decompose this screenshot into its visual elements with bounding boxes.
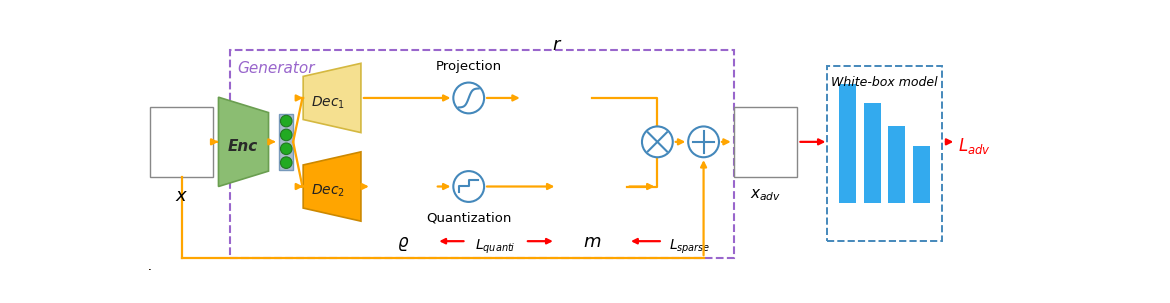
Circle shape (281, 129, 292, 141)
Text: Enc: Enc (228, 139, 259, 154)
FancyBboxPatch shape (913, 146, 930, 203)
Text: $Dec_1$: $Dec_1$ (311, 94, 345, 111)
Text: $r$: $r$ (552, 36, 563, 54)
Circle shape (688, 126, 720, 157)
Text: $L_{sparse}$: $L_{sparse}$ (669, 238, 710, 257)
Polygon shape (219, 97, 269, 187)
FancyBboxPatch shape (280, 114, 294, 170)
FancyBboxPatch shape (863, 103, 881, 203)
Text: $x_{adv}$: $x_{adv}$ (750, 187, 780, 203)
Polygon shape (303, 152, 360, 221)
Polygon shape (303, 63, 360, 133)
Text: Quantization: Quantization (426, 211, 511, 224)
Text: $Dec_2$: $Dec_2$ (311, 183, 345, 199)
Circle shape (453, 82, 484, 113)
Text: $x$: $x$ (174, 187, 188, 205)
FancyBboxPatch shape (888, 126, 906, 203)
Circle shape (453, 171, 484, 202)
Circle shape (281, 143, 292, 155)
Circle shape (281, 157, 292, 168)
Text: White-box model: White-box model (831, 76, 938, 89)
FancyBboxPatch shape (839, 84, 856, 203)
Text: $L_{adv}$: $L_{adv}$ (958, 136, 991, 156)
Text: $m$: $m$ (583, 234, 601, 251)
Circle shape (642, 126, 673, 157)
Text: Projection: Projection (435, 60, 502, 73)
Circle shape (281, 115, 292, 127)
Text: Generator: Generator (238, 61, 315, 76)
Text: $\varrho$: $\varrho$ (397, 235, 410, 253)
Text: $L_{quanti}$: $L_{quanti}$ (475, 238, 516, 257)
